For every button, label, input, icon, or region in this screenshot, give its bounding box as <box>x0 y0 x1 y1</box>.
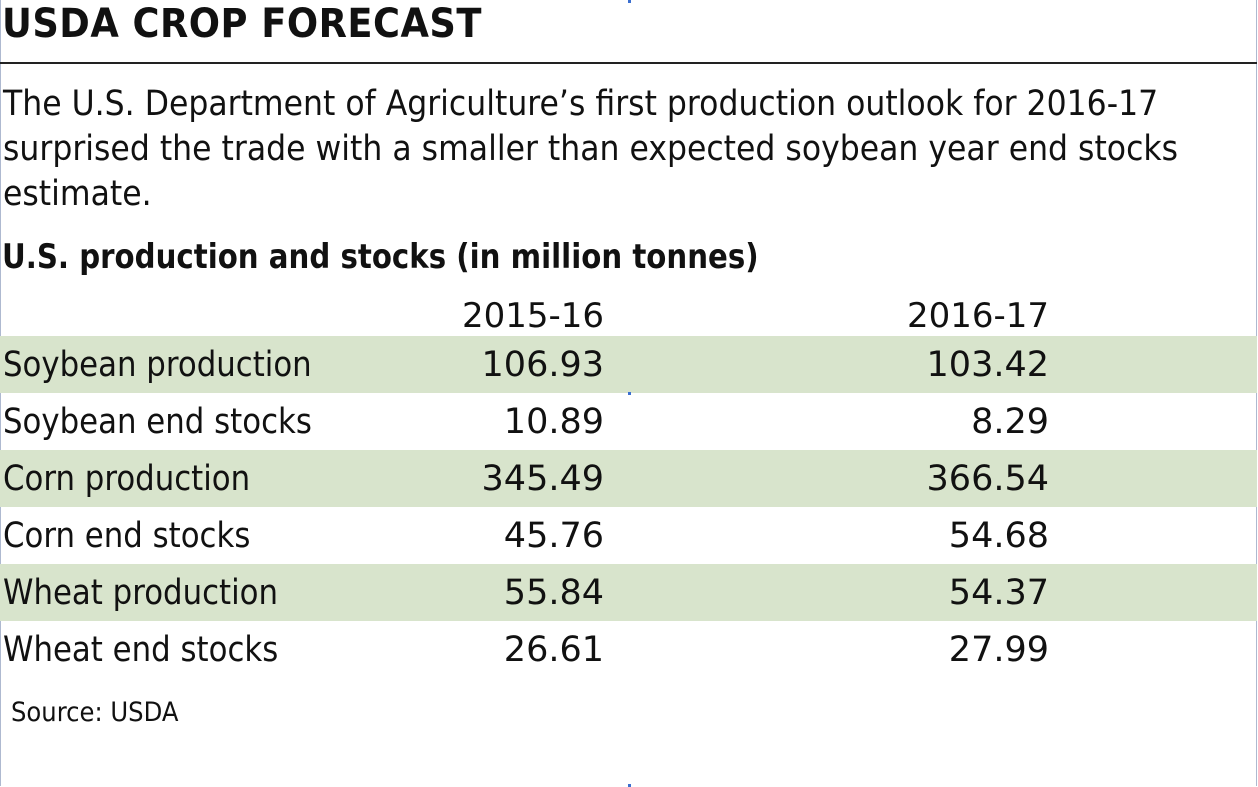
table-row: Corn end stocks 45.76 54.68 <box>0 507 1257 564</box>
selection-handle-marker <box>628 0 631 3</box>
value-2016-17: 103.42 <box>926 344 1049 385</box>
selection-handle-marker <box>628 392 631 395</box>
chart-title: USDA CROP FORECAST <box>2 1 482 47</box>
value-2016-17: 54.37 <box>948 572 1049 613</box>
value-2015-16: 55.84 <box>503 572 604 613</box>
value-2016-17: 8.29 <box>971 401 1049 442</box>
row-label: Corn end stocks <box>3 515 251 556</box>
row-label: Soybean end stocks <box>3 401 312 442</box>
row-label: Soybean production <box>3 344 312 385</box>
table-subtitle: U.S. production and stocks (in million t… <box>2 237 759 277</box>
chart-description: The U.S. Department of Agriculture’s fir… <box>3 84 1179 214</box>
value-2016-17: 27.99 <box>948 629 1049 670</box>
table-row: Soybean production 106.93 103.42 <box>0 336 1257 393</box>
value-2015-16: 106.93 <box>481 344 604 385</box>
table-row: Wheat end stocks 26.61 27.99 <box>0 621 1257 678</box>
data-table: 2015-16 2016-17 Soybean production 106.9… <box>0 290 1257 678</box>
column-header-2016-17: 2016-17 <box>906 296 1049 336</box>
table-header-row: 2015-16 2016-17 <box>0 290 1257 336</box>
selection-handle-marker <box>628 784 631 787</box>
source-note: Source: USDA <box>11 697 179 728</box>
value-2016-17: 54.68 <box>948 515 1049 556</box>
column-header-2015-16: 2015-16 <box>461 296 604 336</box>
value-2015-16: 45.76 <box>503 515 604 556</box>
value-2015-16: 10.89 <box>503 401 604 442</box>
table-row: Wheat production 55.84 54.37 <box>0 564 1257 621</box>
title-divider <box>0 62 1257 64</box>
row-label: Wheat end stocks <box>3 629 279 670</box>
value-2016-17: 366.54 <box>926 458 1049 499</box>
row-label: Corn production <box>3 458 251 499</box>
value-2015-16: 26.61 <box>503 629 604 670</box>
row-label: Wheat production <box>3 572 279 613</box>
table-row: Soybean end stocks 10.89 8.29 <box>0 393 1257 450</box>
table-row: Corn production 345.49 366.54 <box>0 450 1257 507</box>
value-2015-16: 345.49 <box>481 458 604 499</box>
